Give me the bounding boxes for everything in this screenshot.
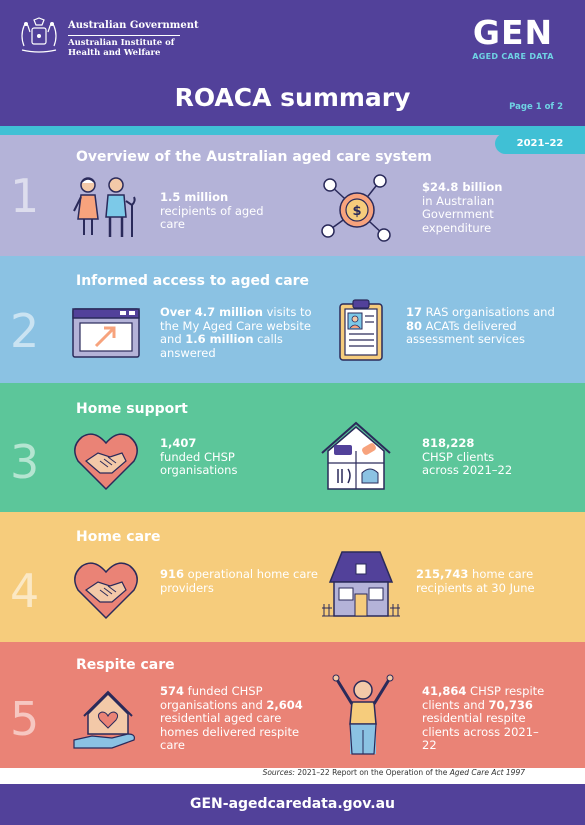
heart-handshake-icon	[74, 433, 138, 491]
gen-logo-subtitle: AGED CARE DATA	[472, 52, 554, 61]
section-title: Respite care	[76, 657, 175, 673]
sources-label: Sources:	[262, 768, 295, 777]
section-overview: 1 Overview of the Australian aged care s…	[0, 135, 585, 256]
section-title: Home care	[76, 529, 161, 545]
calls-label: calls answered	[160, 332, 283, 360]
clipboard-profile-icon	[339, 299, 383, 361]
gov-name: Australian Government	[68, 20, 199, 31]
section-number: 5	[10, 692, 40, 746]
sources-act: Aged Care Act 1997	[449, 768, 525, 777]
section-home-support: 3 Home support 1,407 funded CHSP organis…	[0, 383, 585, 512]
aihw-line1: Australian Institute of	[68, 38, 175, 48]
recipients-stat: 1.5 million recipients of aged care	[160, 190, 270, 232]
providers-label: operational home care providers	[160, 567, 318, 595]
home-care-recipients-stat: 215,743 home care recipients at 30 June	[416, 567, 566, 595]
section-respite-care: 5 Respite care 574 funded CHSP organisat…	[0, 642, 585, 768]
visits-calls-stat: Over 4.7 million visits to the My Aged C…	[160, 305, 320, 360]
section-home-care: 4 Home care 916 operational home care pr…	[0, 512, 585, 642]
visits-value: Over 4.7 million	[160, 305, 263, 319]
year-badge: 2021–22	[495, 133, 585, 154]
respite-homes-value: 2,604	[266, 697, 303, 712]
expenditure-label: in Australian Government expenditure	[422, 193, 495, 235]
coat-of-arms-icon	[21, 17, 57, 53]
gen-logo: GEN AGED CARE DATA	[463, 13, 563, 62]
providers-stat: 916 operational home care providers	[160, 567, 320, 595]
respite-clients-stat: 41,864 CHSP respite clients and 70,736 r…	[422, 684, 552, 753]
section-number: 1	[10, 169, 40, 223]
acat-label: ACATs delivered assessment services	[406, 318, 526, 346]
chsp-clients-label: CHSP clients across 2021–22	[422, 449, 513, 477]
gov-divider	[68, 35, 180, 36]
residential-respite-clients-value: 70,736	[488, 697, 533, 712]
page-title: ROACA summary	[174, 83, 411, 112]
chsp-clients-stat: 818,228 CHSP clients across 2021–22	[422, 436, 532, 478]
elderly-couple-icon	[73, 177, 136, 237]
house-services-icon	[321, 421, 391, 490]
money-network-icon: $	[321, 174, 391, 242]
expenditure-stat: $24.8 billion in Australian Government e…	[422, 180, 542, 235]
government-logo: Australian Government Australian Institu…	[16, 16, 199, 62]
person-arms-raised-icon	[332, 674, 394, 755]
section-number: 3	[10, 435, 40, 489]
ras-acat-stat: 17 RAS organisations and 80 ACATs delive…	[406, 305, 566, 347]
ras-value: 17	[406, 305, 423, 319]
header-banner: Australian Government Australian Institu…	[0, 0, 585, 126]
section-title: Informed access to aged care	[76, 273, 310, 289]
chsp-orgs-stat: 1,407 funded CHSP organisations	[160, 436, 270, 478]
website-window-icon	[72, 308, 140, 358]
house-icon	[322, 551, 400, 617]
section-informed-access: 2 Informed access to aged care Over 4.7 …	[0, 256, 585, 383]
expenditure-value: $24.8 billion	[422, 180, 503, 194]
respite-providers-stat: 574 funded CHSP organisations and 2,604 …	[160, 684, 310, 753]
section-title: Overview of the Australian aged care sys…	[76, 149, 432, 165]
section-number: 4	[10, 564, 40, 618]
chsp-clients-value: 818,228	[422, 436, 475, 450]
home-care-recipients-label: home care recipients at 30 June	[416, 567, 535, 595]
svg-text:$: $	[352, 204, 361, 219]
respite-chsp-orgs-label: funded CHSP organisations and	[160, 684, 267, 712]
recipients-label: recipients of aged care	[160, 203, 264, 231]
heart-handshake-icon	[74, 562, 138, 620]
home-care-recipients-value: 215,743	[416, 567, 469, 581]
providers-value: 916	[160, 567, 185, 581]
sources-text: 2021–22 Report on the Operation of the	[294, 768, 450, 777]
page-indicator: Page 1 of 2	[509, 102, 563, 112]
section-title: Home support	[76, 401, 188, 417]
teal-divider	[0, 126, 585, 135]
calls-value: 1.6 million	[185, 332, 254, 346]
sources-note: Sources: 2021–22 Report on the Operation…	[0, 768, 585, 782]
visits-label: visits to the My Aged Care website and	[160, 305, 312, 346]
acat-value: 80	[406, 318, 423, 333]
aihw-line2: Health and Welfare	[68, 48, 161, 58]
gen-logo-text: GEN	[472, 13, 554, 52]
ras-label: RAS organisations and	[422, 305, 555, 319]
aihw-name: Australian Institute of Health and Welfa…	[68, 38, 188, 58]
respite-chsp-orgs-value: 574	[160, 684, 185, 698]
respite-homes-label: residential aged care homes delivered re…	[160, 711, 300, 752]
footer-url[interactable]: GEN-agedcaredata.gov.au	[0, 784, 585, 825]
chsp-respite-clients-value: 41,864	[422, 684, 467, 698]
hand-house-heart-icon	[73, 690, 135, 749]
recipients-value: 1.5 million	[160, 190, 229, 204]
section-number: 2	[10, 304, 40, 358]
chsp-orgs-value: 1,407	[160, 436, 197, 450]
chsp-orgs-label: funded CHSP organisations	[160, 449, 238, 477]
residential-respite-clients-label: residential respite clients across 2021–…	[422, 711, 539, 752]
chsp-respite-clients-label: CHSP respite clients and	[422, 684, 545, 712]
